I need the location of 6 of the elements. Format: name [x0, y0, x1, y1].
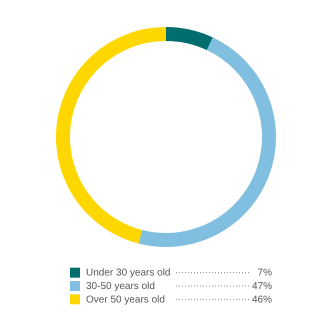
legend-label: Under 30 years old: [86, 268, 170, 279]
data-label: 46%: [252, 294, 272, 306]
data-label: 7%: [258, 268, 272, 279]
legend-label: Over 50 years old: [86, 294, 165, 306]
data-label: 47%: [252, 281, 272, 292]
legend-label: 30-50 years old: [86, 281, 155, 292]
